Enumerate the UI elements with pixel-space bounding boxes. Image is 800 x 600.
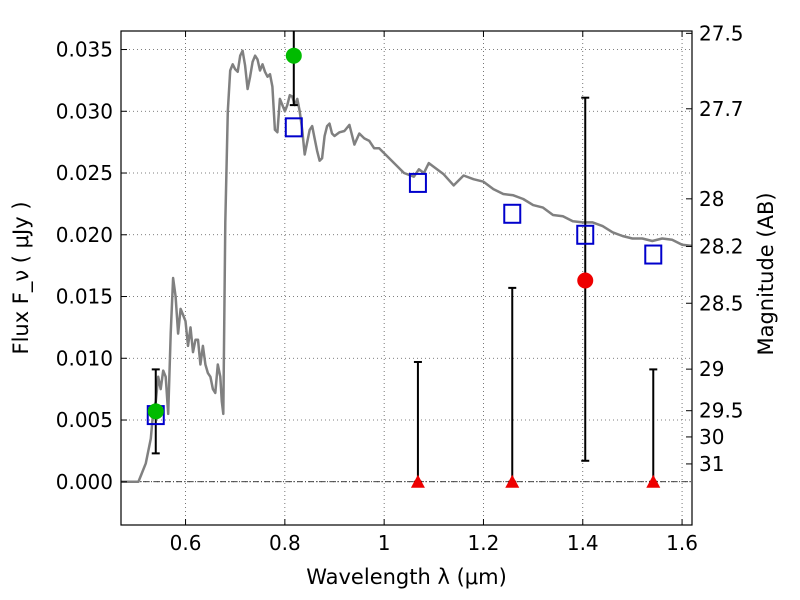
sed-curve	[121, 49, 693, 484]
y-tick-label: 0.025	[56, 161, 113, 185]
upper-limit-marker	[505, 474, 520, 488]
y-tick-label: 0.020	[56, 223, 113, 247]
y-tick-label: 0.000	[56, 470, 113, 494]
x-tick-label: 1.2	[468, 531, 500, 555]
y-tick-labels: 0.000 0.005 0.010 0.015 0.020 0.025 0.030 0.035	[56, 38, 113, 494]
upper-limit-marker	[410, 474, 425, 488]
detection-marker	[285, 47, 302, 64]
model-square-marker	[576, 224, 595, 245]
magnitude-axis-title: Magnitude (AB)	[754, 192, 778, 355]
model-square-marker	[408, 172, 427, 193]
magnitude-tick-label: 27.5	[699, 21, 744, 45]
y-tick-label: 0.030	[56, 99, 113, 123]
x-axis-title: Wavelength λ (μm)	[306, 565, 507, 589]
y-axis-title: Flux F_ν ( μJy )	[9, 201, 34, 354]
magnitude-tick-label: 28	[699, 187, 724, 211]
magnitude-tick-label: 31	[699, 452, 724, 476]
y-tick-label: 0.010	[56, 346, 113, 370]
magnitude-tick-labels: 27.5 27.7 28 28.2 28.5 29 29.530 31	[699, 21, 744, 476]
x-tick-label: 0.8	[269, 531, 301, 555]
x-tick-labels: 0.6 0.8 1 1.2 1.4 1.6	[170, 531, 698, 555]
y-tick-label: 0.035	[56, 38, 113, 62]
x-tick-label: 1.6	[666, 531, 698, 555]
model-square-marker	[644, 244, 663, 265]
plot-frame	[120, 30, 693, 526]
x-tick-label: 1.4	[567, 531, 599, 555]
magnitude-tick-label: 27.7	[699, 97, 744, 121]
axis-ticks	[121, 31, 692, 525]
red-flux-marker	[577, 272, 594, 289]
magnitude-tick-label: 29.5	[699, 399, 744, 423]
y-tick-label: 0.005	[56, 408, 113, 432]
magnitude-tick-label: 28.5	[699, 291, 744, 315]
upper-limit-marker	[646, 474, 661, 488]
model-square-marker	[503, 203, 522, 224]
observed-markers	[147, 47, 661, 488]
y-tick-label: 0.015	[56, 285, 113, 309]
detection-marker	[147, 403, 164, 420]
magnitude-tick-label: 29	[699, 357, 724, 381]
magnitude-tick-label: 28.2	[699, 234, 744, 258]
magnitude-tick-label: 30	[699, 425, 724, 449]
model-photometry-squares	[146, 117, 663, 426]
error-bars	[151, 31, 658, 483]
x-tick-label: 1	[378, 531, 391, 555]
model-square-marker	[284, 117, 303, 138]
x-tick-label: 0.6	[170, 531, 202, 555]
